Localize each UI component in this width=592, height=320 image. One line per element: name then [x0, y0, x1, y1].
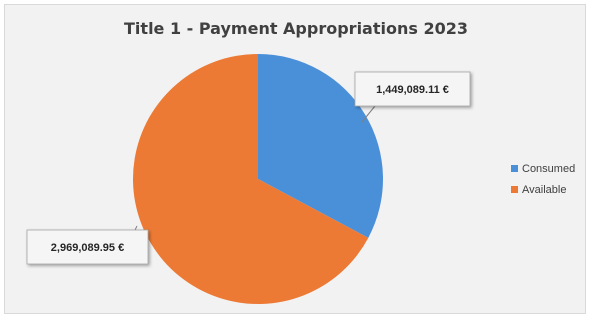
legend: Consumed Available	[511, 158, 575, 200]
chart-title: Title 1 - Payment Appropriations 2023	[124, 19, 468, 38]
pie-chart: 1,449,089.11 € 2,969,089.95 €	[26, 54, 471, 304]
chart-area: Title 1 - Payment Appropriations 2023 1,…	[4, 4, 586, 314]
leader-line-available	[134, 225, 138, 231]
pie-slice-available	[132, 54, 369, 304]
legend-label-consumed: Consumed	[522, 162, 576, 175]
legend-item-available: Available	[511, 179, 575, 200]
leader-line-consumed	[361, 105, 376, 123]
data-label-box-available	[26, 229, 149, 265]
legend-label-available: Available	[522, 183, 567, 196]
legend-swatch-available	[511, 186, 518, 193]
legend-item-consumed: Consumed	[511, 158, 575, 179]
legend-swatch-consumed	[511, 165, 518, 172]
data-label-available: 2,969,089.95 €	[51, 242, 124, 254]
data-label-consumed: 1,449,089.11 €	[376, 84, 449, 96]
pie-slice-consumed	[258, 54, 383, 238]
data-label-box-consumed	[354, 71, 471, 107]
